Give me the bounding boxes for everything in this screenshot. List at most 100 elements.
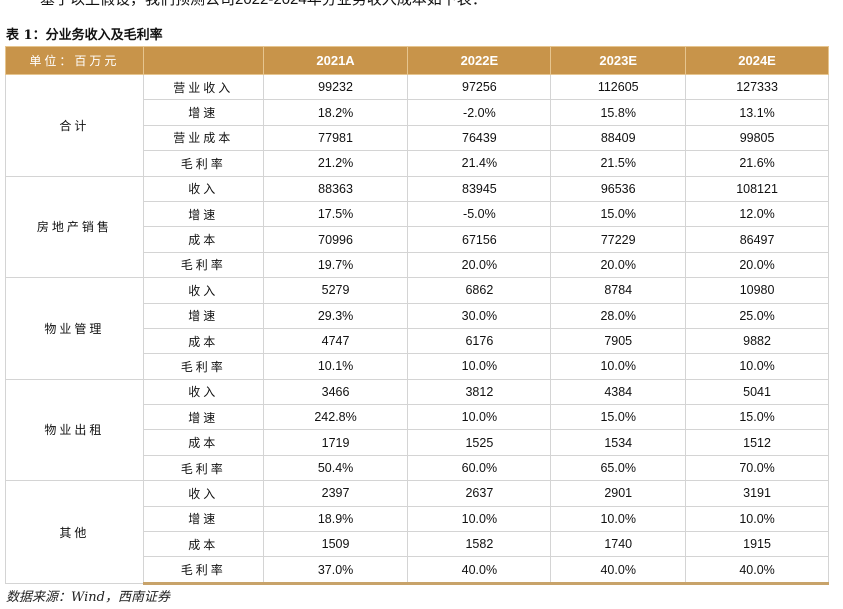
metric-label: 成本 [142, 531, 264, 558]
value-cell: -5.0% [407, 200, 552, 228]
value-cell: 19.7% [262, 251, 409, 279]
metric-label: 增速 [142, 404, 264, 431]
value-cell: 70.0% [685, 454, 829, 482]
value-cell: 1509 [262, 531, 409, 558]
value-cell: 6862 [407, 277, 552, 304]
value-cell: 99805 [685, 124, 829, 152]
value-cell: 9882 [685, 327, 829, 355]
value-cell: 1719 [262, 429, 409, 456]
value-cell: 40.0% [407, 556, 552, 585]
value-cell: 1740 [550, 531, 687, 558]
value-cell: 8784 [550, 277, 687, 304]
value-cell: 127333 [685, 73, 829, 101]
table-row: 增速 242.8% 10.0% 15.0% 15.0% [6, 404, 829, 431]
table-caption: 表 1：分业务收入及毛利率 [6, 28, 163, 43]
value-cell: 30.0% [407, 302, 552, 329]
value-cell: 1525 [407, 429, 552, 456]
table-row: 毛利率 21.2% 21.4% 21.5% 21.6% [6, 150, 829, 177]
value-cell: 17.5% [262, 200, 409, 228]
value-cell: 76439 [407, 124, 552, 152]
table-row: 营业成本 77981 76439 88409 99805 [6, 124, 829, 152]
value-cell: 20.0% [550, 251, 687, 279]
table-row: 毛利率 37.0% 40.0% 40.0% 40.0% [6, 556, 829, 585]
value-cell: 108121 [685, 175, 829, 202]
value-cell: 10.0% [550, 505, 687, 533]
value-cell: 1512 [685, 429, 829, 456]
table-row: 毛利率 10.1% 10.0% 10.0% 10.0% [6, 353, 829, 380]
value-cell: 10.0% [685, 353, 829, 380]
segment-name: 物业管理 [5, 277, 144, 380]
table-row: 物业管理 收入 5279 6862 8784 10980 [5, 277, 829, 380]
value-cell: 15.0% [550, 404, 687, 431]
value-cell: 37.0% [262, 556, 409, 585]
intro-text: 基于以上假设，我们预测公司2022-2024年分业务收入成本如下表： [40, 0, 487, 9]
value-cell: 1582 [407, 531, 552, 558]
value-cell: 3191 [685, 480, 829, 507]
metric-label: 增速 [142, 99, 264, 126]
metric-label: 增速 [142, 302, 264, 329]
value-cell: 5041 [685, 378, 829, 406]
year-header: 2022E [407, 46, 552, 75]
metric-label: 增速 [142, 200, 264, 228]
header-row: 单位：百万元 2021A 2022E 2023E 2024E [5, 46, 829, 75]
value-cell: 15.0% [685, 404, 829, 431]
blank-header [142, 46, 264, 75]
table-row: 增速 18.2% -2.0% 15.8% 13.1% [6, 99, 829, 126]
value-cell: 4384 [550, 378, 687, 406]
segment-name: 物业出租 [5, 378, 144, 482]
value-cell: 7905 [550, 327, 687, 355]
value-cell: 97256 [407, 73, 552, 101]
metric-label: 营业成本 [142, 124, 264, 152]
table-row: 增速 17.5% -5.0% 15.0% 12.0% [6, 200, 829, 228]
value-cell: 15.0% [550, 200, 687, 228]
metric-label: 收入 [142, 277, 264, 304]
metric-label: 成本 [142, 226, 264, 253]
table-row: 物业出租 收入 3466 3812 4384 5041 [5, 378, 829, 482]
value-cell: 28.0% [550, 302, 687, 329]
value-cell: 15.8% [550, 99, 687, 126]
value-cell: 21.4% [407, 150, 552, 177]
metric-label: 收入 [142, 175, 264, 202]
value-cell: 21.6% [685, 150, 829, 177]
year-header: 2023E [550, 46, 687, 75]
value-cell: 77981 [262, 124, 409, 152]
table-row: 其他 收入 2397 2637 2901 3191 [5, 480, 829, 584]
value-cell: 40.0% [550, 556, 687, 585]
table-row: 毛利率 19.7% 20.0% 20.0% 20.0% [6, 251, 829, 279]
value-cell: 10980 [685, 277, 829, 304]
value-cell: 21.2% [262, 150, 409, 177]
value-cell: 99232 [262, 73, 409, 101]
value-cell: 5279 [262, 277, 409, 304]
table-row: 成本 70996 67156 77229 86497 [6, 226, 829, 253]
unit-header: 单位：百万元 [5, 46, 144, 75]
value-cell: 18.2% [262, 99, 409, 126]
value-cell: 12.0% [685, 200, 829, 228]
table-row: 成本 1719 1525 1534 1512 [6, 429, 829, 456]
value-cell: 70996 [262, 226, 409, 253]
segment-name: 房地产销售 [5, 175, 144, 279]
metric-label: 成本 [142, 429, 264, 456]
value-cell: 83945 [407, 175, 552, 202]
metric-label: 毛利率 [142, 454, 264, 482]
metric-label: 毛利率 [142, 150, 264, 177]
value-cell: 88409 [550, 124, 687, 152]
value-cell: 10.1% [262, 353, 409, 380]
value-cell: 10.0% [685, 505, 829, 533]
value-cell: 242.8% [262, 404, 409, 431]
value-cell: 6176 [407, 327, 552, 355]
value-cell: 21.5% [550, 150, 687, 177]
value-cell: 1915 [685, 531, 829, 558]
metric-label: 成本 [142, 327, 264, 355]
value-cell: 25.0% [685, 302, 829, 329]
value-cell: 3466 [262, 378, 409, 406]
value-cell: 77229 [550, 226, 687, 253]
table-row: 成本 1509 1582 1740 1915 [6, 531, 829, 558]
metric-label: 毛利率 [142, 251, 264, 279]
value-cell: 1534 [550, 429, 687, 456]
value-cell: 20.0% [407, 251, 552, 279]
year-header: 2024E [685, 46, 829, 75]
source-note: 数据来源：Wind，西南证券 [6, 590, 170, 605]
metric-label: 增速 [142, 505, 264, 533]
value-cell: 4747 [262, 327, 409, 355]
value-cell: 29.3% [262, 302, 409, 329]
